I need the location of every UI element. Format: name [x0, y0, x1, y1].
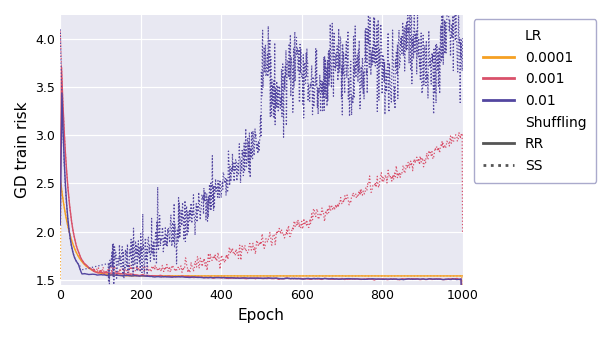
Y-axis label: GD train risk: GD train risk: [15, 101, 30, 198]
X-axis label: Epoch: Epoch: [238, 308, 285, 323]
Legend: LR, 0.0001, 0.001, 0.01, Shuffling, RR, SS: LR, 0.0001, 0.001, 0.01, Shuffling, RR, …: [474, 19, 596, 183]
